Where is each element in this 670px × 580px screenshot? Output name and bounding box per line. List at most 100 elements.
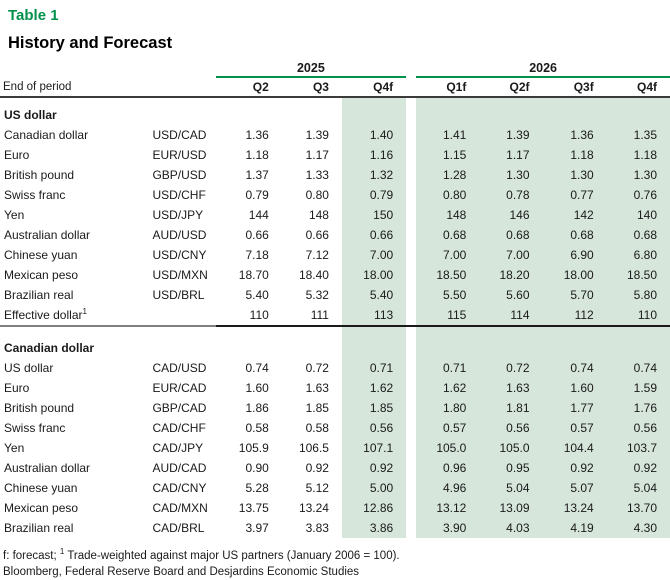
value-cell: 13.24 [298,501,329,515]
value-cell: 18.50 [606,265,670,285]
column-gap [406,285,416,305]
value-cell: 0.68 [542,225,607,245]
currency-pair: GBP/CAD [152,401,207,415]
value-cell: 1.40 [341,125,407,145]
value-cell [542,331,607,358]
currency-pair: USD/BRL [152,288,205,302]
value-cell: 18.70 [238,268,269,282]
currency-pair: USD/JPY [152,208,204,222]
table-row: Brazilian real CAD/BRL 3.97 3.83 3.86 3.90 4.0… [0,518,670,538]
value-cell: 1.80 [416,398,480,418]
value-cell: 18.20 [479,265,543,285]
value-cell [282,331,342,358]
value-cell: 1.62 [341,378,407,398]
table-row: Effective dollar1 110 111 113 115 114 112 110 [0,305,670,326]
value-cell: 1.30 [479,165,543,185]
footnotes: f: forecast; 1 Trade-weighted against ma… [3,548,670,580]
value-cell [479,325,543,331]
value-cell: 5.07 [542,478,607,498]
value-cell: 110 [606,305,670,326]
column-gap [406,325,417,331]
table-row: Chinese yuan USD/CNY 7.18 7.12 7.00 7.00 7.00 6… [0,245,670,265]
value-cell: 0.66 [341,225,407,245]
row-label: US dollar [4,361,54,375]
value-cell: 7.00 [479,245,543,265]
currency-pair: USD/CAD [152,128,207,142]
table-subtitle: History and Forecast [8,34,173,52]
value-cell [281,325,342,331]
quarter-header-row: End of period Q2 Q3 Q4f Q1f Q2f Q3f Q4f [0,77,670,98]
value-cell: 0.78 [479,185,543,205]
row-label: Chinese yuan [4,248,78,262]
currency-pair: USD/CHF [152,188,206,202]
value-cell: 6.90 [542,245,607,265]
value-cell: 1.60 [542,378,607,398]
value-cell: 6.80 [606,245,670,265]
value-cell: 5.40 [245,288,269,302]
table-number-title: Table 1 [8,7,59,24]
column-gap [406,205,416,225]
value-cell: 111 [310,308,329,322]
currency-pair: CAD/CNY [152,481,207,495]
value-cell [215,325,282,331]
value-cell: 0.92 [606,458,670,478]
col-header-2025-q4f: Q4f [341,77,407,98]
row-label: Yen [4,441,25,455]
row-label: Effective dollar1 [4,307,87,323]
value-cell: 1.18 [542,145,607,165]
value-cell: 7.00 [416,245,480,265]
row-label: Euro [4,381,30,395]
currency-pair: USD/CNY [152,248,207,262]
value-cell [216,331,282,358]
value-cell: 12.86 [341,498,407,518]
value-cell: 13.12 [416,498,480,518]
value-cell: 0.68 [479,225,543,245]
value-cell: 1.59 [606,378,670,398]
value-cell: 1.39 [479,125,543,145]
year-group-2025: 2025 [215,56,407,78]
table-row: Euro EUR/CAD 1.60 1.63 1.62 1.62 1.63 1.60 1.59 [0,378,670,398]
section-header-row: US dollar [0,97,670,125]
value-cell: 0.56 [341,418,407,438]
row-label-superscript: 1 [82,307,87,316]
column-gap [406,265,416,285]
value-cell: 1.36 [245,128,269,142]
value-cell [606,325,670,331]
column-gap [406,458,416,478]
value-cell: 0.74 [606,358,670,378]
column-gap [406,165,416,185]
col-header-2026-q2f: Q2f [479,77,543,98]
row-label: Chinese yuan [4,481,78,495]
value-cell: 0.66 [305,228,329,242]
section-divider [0,325,670,331]
year-group-2026: 2026 [416,56,670,78]
value-cell [542,325,607,331]
column-gap [406,56,416,77]
value-cell [416,331,480,358]
row-label: British pound [4,401,75,415]
value-cell: 18.00 [542,265,607,285]
value-cell: 5.04 [606,478,670,498]
value-cell [416,97,480,125]
value-cell: 1.86 [245,401,269,415]
table-row: British pound GBP/CAD 1.86 1.85 1.85 1.80 1.81… [0,398,670,418]
value-cell [341,325,407,331]
table-row: Swiss franc CAD/CHF 0.58 0.58 0.56 0.57 0.56 0.… [0,418,670,438]
row-label: Australian dollar [4,228,91,242]
value-cell [606,97,670,125]
value-cell: 150 [341,205,407,225]
value-cell: 1.85 [305,401,329,415]
table-row: Euro EUR/USD 1.18 1.17 1.16 1.15 1.17 1.18 1.18 [0,145,670,165]
value-cell: 142 [542,205,607,225]
row-label: Brazilian real [4,521,74,535]
value-cell: 0.79 [341,185,407,205]
value-cell [479,97,543,125]
value-cell: 146 [479,205,543,225]
value-cell: 105.0 [479,438,543,458]
column-gap [406,245,416,265]
column-gap [406,418,416,438]
end-of-period-label: End of period [0,77,216,98]
currency-pair: CAD/CHF [152,421,206,435]
col-header-2026-q3f: Q3f [542,77,607,98]
column-gap [406,398,416,418]
